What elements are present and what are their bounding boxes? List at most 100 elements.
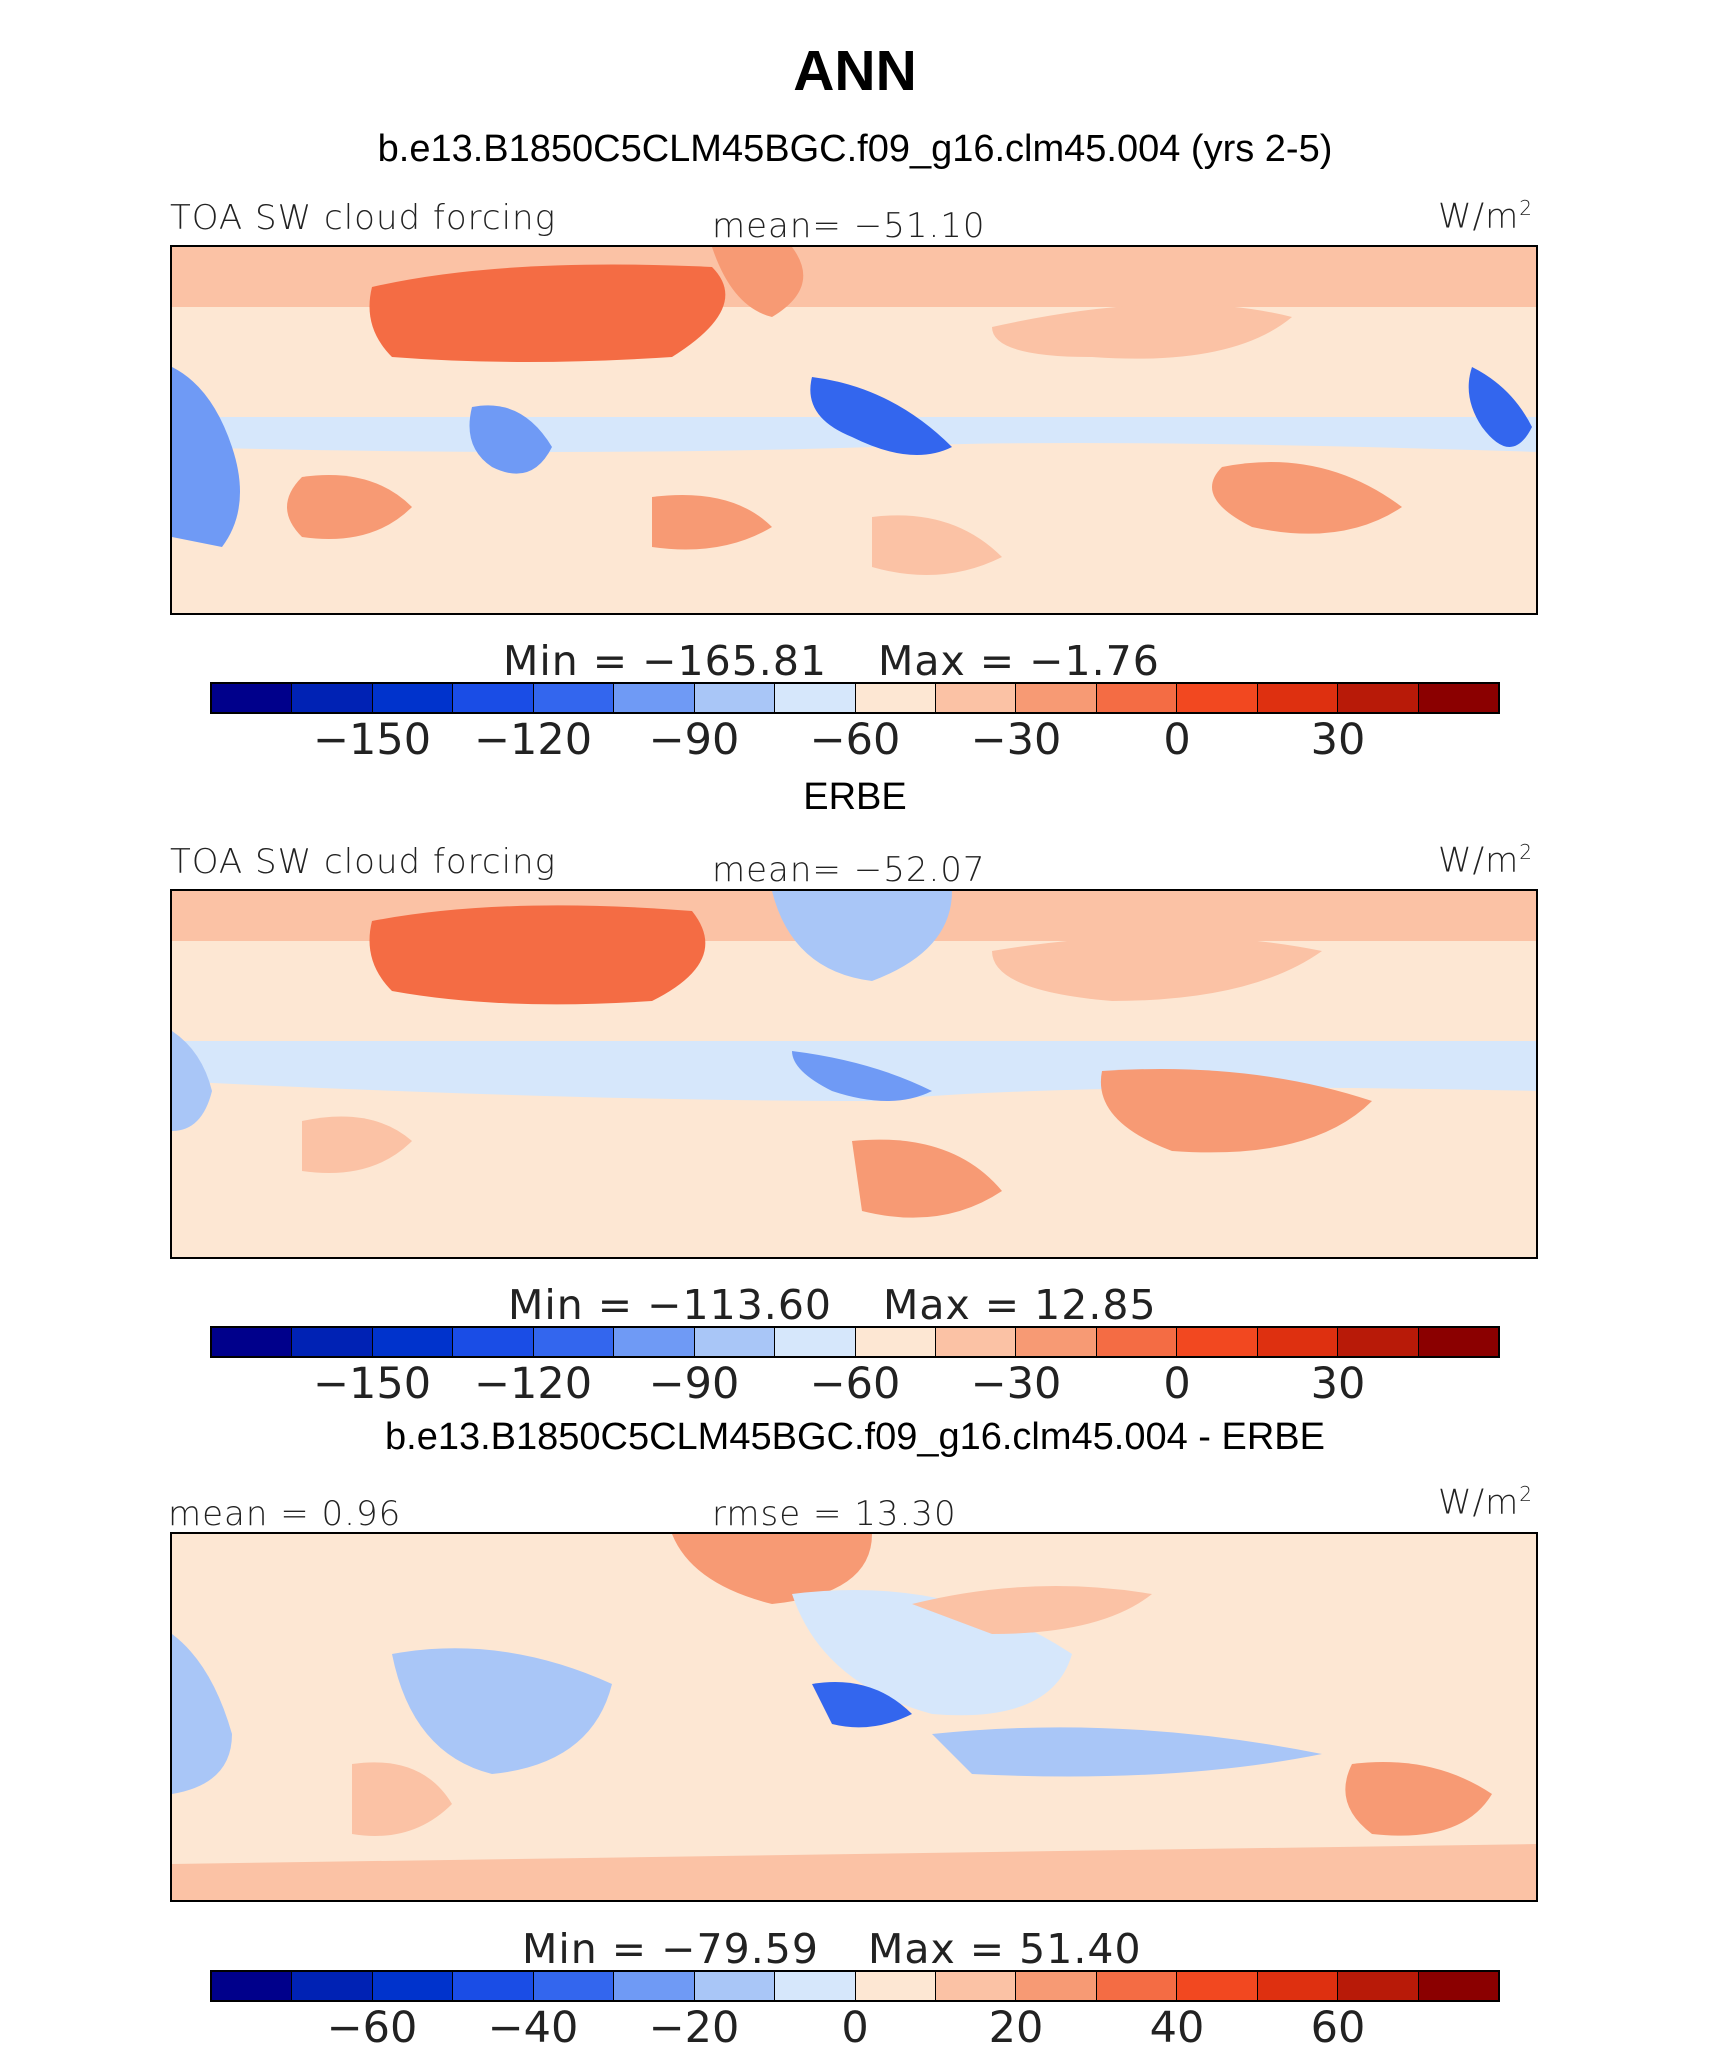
south-america-negative [172, 1634, 232, 1794]
panel-1-field-label: TOA SW cloud forcing [170, 198, 556, 238]
australia-high [852, 1139, 1002, 1218]
panel-2-unit-sup: 2 [1519, 840, 1533, 864]
panel-2-min-label: Min = −113.60 [508, 1281, 832, 1329]
spcz-negative [932, 1727, 1322, 1777]
panel-2-tick: 30 [1310, 1359, 1366, 1409]
colorbar-swatch [1096, 684, 1178, 712]
colorbar-swatch [1177, 1972, 1258, 2000]
colorbar-swatch [533, 1972, 615, 2000]
africa-negative [392, 1648, 612, 1774]
main-title: ANN [793, 39, 917, 103]
panel-2-subtitle: ERBE [803, 776, 907, 818]
colorbar-swatch [775, 1972, 856, 2000]
panel-1-tick: −30 [970, 715, 1062, 765]
indian-ocean-high [652, 495, 772, 550]
colorbar-swatch [453, 684, 534, 712]
panel-3-rmse-label: rmse = 13.30 [712, 1494, 957, 1534]
panel-1-unit-text: W/m [1438, 196, 1520, 237]
panel-2-max-label: Max = 12.85 [883, 1281, 1157, 1329]
sahara-high [369, 264, 726, 362]
maritime-continent-low [792, 1051, 932, 1101]
arabia-high [712, 247, 804, 317]
colorbar-swatch [694, 1328, 776, 1356]
maritime-continent-low [810, 377, 952, 455]
north-pacific-high [992, 936, 1322, 1001]
panel-1-mean-label: mean= −51.10 [712, 206, 986, 246]
colorbar-swatch [1338, 1972, 1419, 2000]
colorbar-swatch [614, 684, 695, 712]
colorbar-swatch [292, 684, 373, 712]
colorbar-swatch [614, 1328, 695, 1356]
panel-1-tick: −120 [473, 715, 593, 765]
panel-3-map [170, 1532, 1538, 1902]
panel-3-mean-label: mean = 0.96 [168, 1494, 402, 1534]
panel-2-tick: −120 [473, 1359, 593, 1409]
colorbar-swatch [855, 1972, 936, 2000]
colorbar-swatch [775, 684, 856, 712]
panel-3-map-svg [172, 1534, 1536, 1900]
panel-3-subtitle: b.e13.B1850C5CLM45BGC.f09_g16.clm45.004 … [385, 1416, 1325, 1458]
colorbar-swatch [1016, 684, 1097, 712]
south-pacific-high [1100, 1069, 1372, 1153]
panel-2-tick: −30 [970, 1359, 1062, 1409]
colorbar-swatch [1177, 1328, 1258, 1356]
panel-1-tick: −60 [809, 715, 901, 765]
panel-1-map [170, 245, 1538, 615]
panel-3-tick: 60 [1310, 2003, 1366, 2053]
colorbar-swatch [212, 684, 293, 712]
asia-low [772, 891, 952, 981]
colorbar-swatch [694, 684, 776, 712]
southern-ocean-positive [172, 1844, 1536, 1900]
south-atlantic-high [287, 475, 412, 539]
colorbar-swatch [855, 684, 936, 712]
colorbar-swatch [533, 684, 615, 712]
panel-3-min-label: Min = −79.59 [522, 1925, 819, 1973]
panel-2-unit-label: W/m2 [1438, 840, 1533, 880]
colorbar-swatch [372, 1972, 454, 2000]
colorbar-swatch [453, 1972, 534, 2000]
panel-2-unit-text: W/m [1438, 840, 1520, 881]
colorbar-swatch [935, 1972, 1017, 2000]
panel-3-tick: 0 [841, 2003, 869, 2053]
colorbar-swatch [212, 1972, 293, 2000]
panel-1-map-svg [172, 247, 1536, 613]
panel-2-tick: −60 [809, 1359, 901, 1409]
panel-1-unit-label: W/m2 [1438, 196, 1533, 236]
panel-3-tick: 20 [988, 2003, 1044, 2053]
north-pacific-high [992, 304, 1292, 359]
panel-1-min-label: Min = −165.81 [503, 637, 827, 685]
colorbar-swatch [1418, 1972, 1498, 2000]
colorbar-swatch [694, 1972, 776, 2000]
south-america-low [172, 1031, 212, 1131]
panel-2-tick: −150 [312, 1359, 432, 1409]
colorbar-swatch [533, 1328, 615, 1356]
atlantic-positive [352, 1762, 452, 1836]
panel-3-unit-text: W/m [1438, 1482, 1520, 1523]
panel-1-tick: 30 [1310, 715, 1366, 765]
panel-2-mean-label: mean= −52.07 [712, 850, 986, 890]
panel-3-tick: −20 [648, 2003, 740, 2053]
colorbar-swatch [1418, 684, 1498, 712]
panel-3-unit-sup: 2 [1519, 1482, 1533, 1506]
colorbar-swatch [855, 1328, 936, 1356]
panel-3-max-label: Max = 51.40 [868, 1925, 1142, 1973]
panel-2-tick: 0 [1163, 1359, 1191, 1409]
colorbar-swatch [212, 1328, 293, 1356]
panel-2-map [170, 889, 1538, 1259]
colorbar-swatch [292, 1328, 373, 1356]
panel-1-tick: 0 [1163, 715, 1191, 765]
north-pacific-positive [912, 1586, 1152, 1634]
south-atlantic-high [302, 1116, 412, 1173]
panel-2-tick: −90 [648, 1359, 740, 1409]
panel-1-tick: −90 [648, 715, 740, 765]
panel-1-max-label: Max = −1.76 [878, 637, 1160, 685]
colorbar-swatch [1418, 1328, 1498, 1356]
panel-3-tick: −40 [487, 2003, 579, 2053]
panel-3-unit-label: W/m2 [1438, 1482, 1533, 1522]
colorbar-swatch [372, 1328, 454, 1356]
colorbar-swatch [1338, 1328, 1419, 1356]
colorbar-swatch [1338, 684, 1419, 712]
colorbar-swatch [372, 684, 454, 712]
colorbar-swatch [1016, 1328, 1097, 1356]
central-america-low [1468, 367, 1532, 447]
